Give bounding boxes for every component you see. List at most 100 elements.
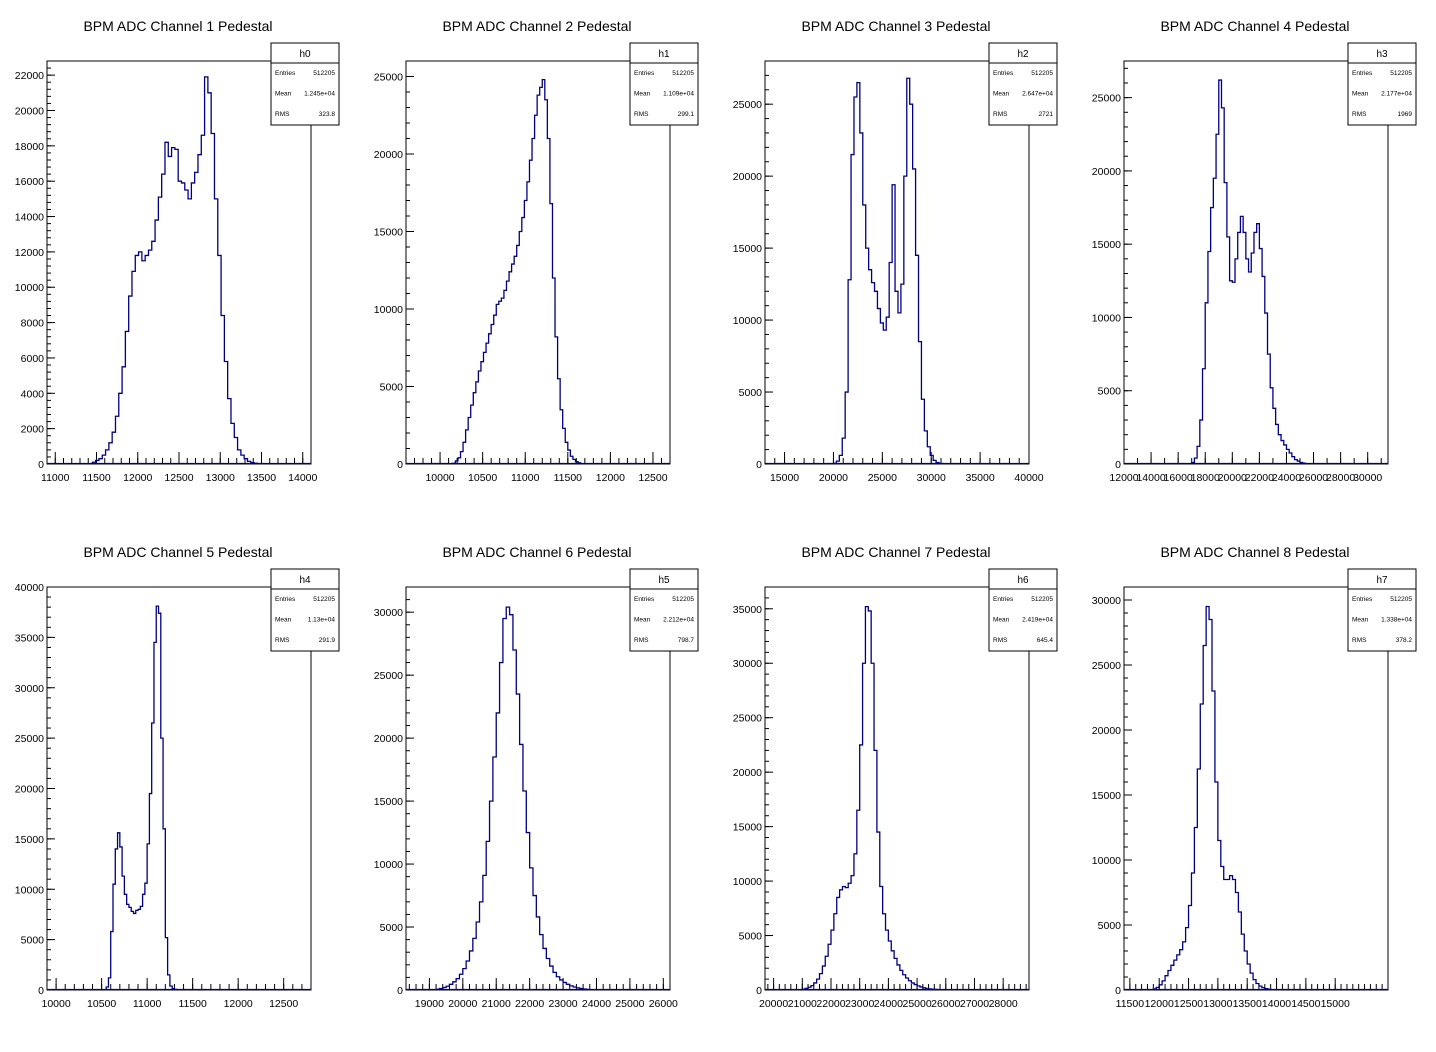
- x-tick-label: 28000: [989, 998, 1018, 1010]
- x-tick-label: 12000: [1145, 998, 1174, 1010]
- chart-title: BPM ADC Channel 1 Pedestal: [83, 18, 272, 34]
- y-tick-label: 15000: [1092, 790, 1121, 802]
- x-tick-label: 24000: [582, 998, 611, 1010]
- y-tick-label: 0: [397, 459, 403, 471]
- x-tick-label: 11000: [41, 472, 70, 484]
- x-tick-label: 16000: [1164, 472, 1193, 484]
- stats-label-mean: Mean: [275, 617, 292, 624]
- stats-name: h6: [1017, 575, 1029, 586]
- stats-value-rms: 798.7: [678, 637, 695, 644]
- y-tick-label: 10000: [733, 315, 762, 327]
- stats-label-rms: RMS: [1352, 637, 1367, 644]
- stats-label-rms: RMS: [275, 637, 290, 644]
- y-tick-label: 25000: [374, 72, 403, 84]
- y-tick-label: 40000: [15, 582, 44, 594]
- x-tick-label: 11500: [82, 472, 111, 484]
- y-tick-label: 22000: [15, 70, 44, 82]
- y-tick-label: 2000: [21, 424, 45, 436]
- y-tick-label: 20000: [374, 733, 403, 745]
- y-tick-label: 0: [756, 985, 762, 997]
- x-tick-label: 20000: [759, 998, 788, 1010]
- stats-value-rms: 645.4: [1037, 637, 1054, 644]
- x-tick-label: 26000: [1299, 472, 1328, 484]
- x-tick-label: 25000: [615, 998, 644, 1010]
- stats-value-entries: 512205: [672, 70, 694, 77]
- y-tick-label: 20000: [15, 105, 44, 117]
- y-tick-label: 15000: [733, 822, 762, 834]
- x-tick-label: 12500: [638, 472, 667, 484]
- y-tick-label: 25000: [1092, 93, 1121, 105]
- y-tick-label: 0: [38, 459, 44, 471]
- stats-label-rms: RMS: [634, 111, 649, 118]
- stats-label-mean: Mean: [1352, 617, 1369, 624]
- chart-title: BPM ADC Channel 2 Pedestal: [442, 18, 631, 34]
- x-tick-label: 13500: [247, 472, 276, 484]
- x-tick-label: 10500: [87, 998, 116, 1010]
- y-tick-label: 6000: [21, 353, 45, 365]
- y-tick-label: 10000: [374, 859, 403, 871]
- stats-value-mean: 1.13e+04: [308, 617, 336, 624]
- y-tick-label: 0: [756, 459, 762, 471]
- stats-box-frame: [1347, 42, 1417, 126]
- stats-box-frame: [629, 568, 699, 652]
- y-tick-label: 15000: [733, 243, 762, 255]
- y-tick-label: 20000: [15, 784, 44, 796]
- y-tick-label: 4000: [21, 388, 45, 400]
- stats-value-rms: 378.2: [1396, 637, 1413, 644]
- stats-value-mean: 2.647e+04: [1022, 91, 1053, 98]
- y-tick-label: 5000: [380, 382, 404, 394]
- stats-label-rms: RMS: [634, 637, 649, 644]
- x-tick-label: 11000: [133, 998, 162, 1010]
- stats-label-mean: Mean: [1352, 91, 1369, 98]
- stats-label-rms: RMS: [993, 111, 1008, 118]
- y-tick-label: 5000: [380, 922, 404, 934]
- stats-label-mean: Mean: [993, 91, 1010, 98]
- chart-title: BPM ADC Channel 8 Pedestal: [1160, 544, 1349, 560]
- stats-box: h6 Entries 512205 Mean 2.419e+04 RMS 645.4: [988, 568, 1058, 652]
- stats-value-entries: 512205: [313, 596, 335, 603]
- stats-label-entries: Entries: [634, 70, 655, 77]
- x-tick-label: 35000: [966, 472, 995, 484]
- stats-box-frame: [988, 568, 1058, 652]
- y-tick-label: 10000: [15, 282, 44, 294]
- y-tick-label: 8000: [21, 318, 45, 330]
- x-tick-label: 13500: [1233, 998, 1262, 1010]
- y-tick-label: 5000: [21, 935, 45, 947]
- stats-value-mean: 2.177e+04: [1381, 91, 1412, 98]
- y-tick-label: 25000: [374, 670, 403, 682]
- x-tick-label: 12500: [164, 472, 193, 484]
- stats-value-mean: 1.338e+04: [1381, 617, 1412, 624]
- stats-label-mean: Mean: [634, 617, 651, 624]
- y-tick-label: 5000: [1098, 920, 1122, 932]
- x-tick-label: 26000: [931, 998, 960, 1010]
- y-tick-label: 0: [397, 985, 403, 997]
- y-tick-label: 20000: [733, 767, 762, 779]
- stats-label-mean: Mean: [993, 617, 1010, 624]
- stats-box-frame: [270, 568, 340, 652]
- histogram-panel-1: BPM ADC Channel 1 Pedestal 11000 11500 1200…: [15, 18, 340, 484]
- histogram-series: [801, 605, 941, 990]
- stats-value-mean: 1.245e+04: [304, 91, 335, 98]
- chart-title: BPM ADC Channel 7 Pedestal: [801, 544, 990, 560]
- stats-box: h2 Entries 512205 Mean 2.647e+04 RMS 2721: [988, 42, 1058, 126]
- stats-label-mean: Mean: [634, 91, 651, 98]
- x-tick-label: 15000: [770, 472, 799, 484]
- stats-name: h4: [299, 575, 311, 586]
- stats-value-mean: 2.419e+04: [1022, 617, 1053, 624]
- y-tick-label: 15000: [1092, 239, 1121, 251]
- histogram-series: [832, 77, 943, 464]
- y-tick-label: 25000: [1092, 660, 1121, 672]
- chart-title: BPM ADC Channel 4 Pedestal: [1160, 18, 1349, 34]
- stats-label-entries: Entries: [275, 70, 296, 77]
- y-tick-label: 14000: [15, 212, 44, 224]
- x-tick-label: 14000: [288, 472, 317, 484]
- y-tick-label: 18000: [15, 141, 44, 153]
- stats-value-entries: 512205: [1031, 70, 1053, 77]
- y-tick-label: 35000: [733, 604, 762, 616]
- x-tick-label: 40000: [1014, 472, 1043, 484]
- x-tick-label: 14000: [1136, 472, 1165, 484]
- histogram-series: [435, 606, 594, 990]
- y-tick-label: 5000: [739, 387, 763, 399]
- histogram-panel-8: BPM ADC Channel 8 Pedestal 11500 12000 1250…: [1092, 544, 1417, 1010]
- stats-value-rms: 1969: [1398, 111, 1413, 118]
